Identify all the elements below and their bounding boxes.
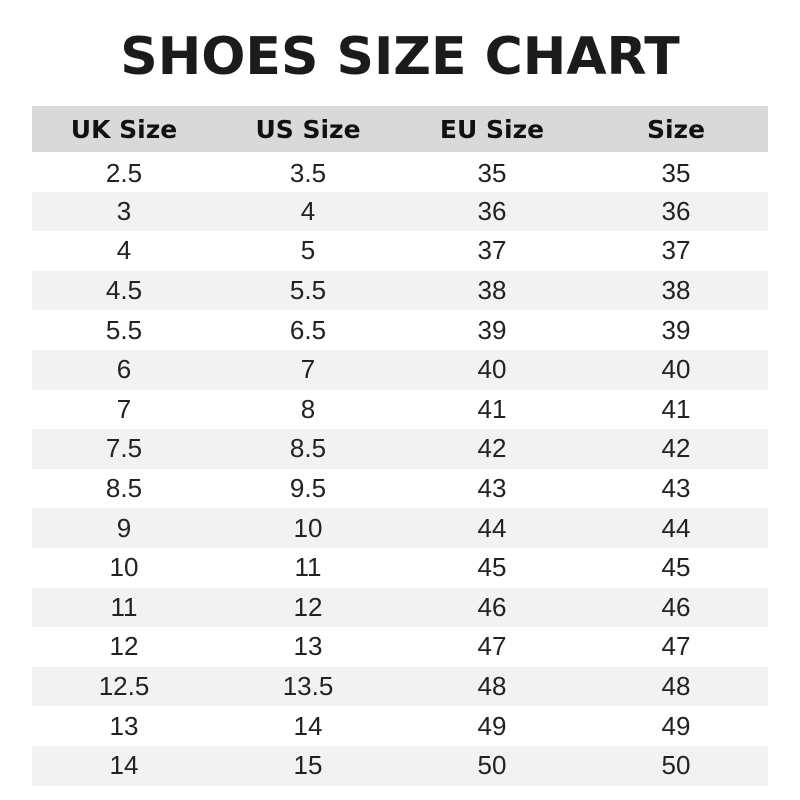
table-cell: 10 — [216, 508, 400, 548]
table-cell: 39 — [661, 314, 691, 345]
table-cell: 8 — [300, 393, 316, 424]
table-cell: 45 — [661, 552, 691, 583]
table-row: 9 10 44 44 — [32, 508, 768, 548]
column-header: US Size — [216, 106, 400, 152]
table-cell: 2.5 — [105, 158, 143, 189]
table-cell: 50 — [400, 745, 584, 786]
table-cell: 43 — [477, 473, 507, 504]
table-cell: 36 — [584, 191, 768, 232]
table-row: 7 8 41 41 — [32, 390, 768, 430]
table-cell: 8.5 — [216, 429, 400, 469]
table-header-row: UK Size US Size EU Size Size — [32, 106, 768, 152]
table-cell: 49 — [661, 710, 691, 741]
table-cell: 37 — [661, 235, 691, 266]
table-cell: 43 — [661, 473, 691, 504]
table-cell: 3 — [32, 191, 216, 232]
table-cell: 38 — [584, 270, 768, 311]
table-cell: 44 — [400, 508, 584, 548]
table-cell: 9 — [32, 508, 216, 548]
table-cell: 44 — [584, 508, 768, 548]
table-row: 6 7 40 40 — [32, 349, 768, 390]
table-cell: 42 — [584, 429, 768, 469]
table-cell: 5.5 — [105, 314, 143, 345]
table-cell: 15 — [216, 745, 400, 786]
column-header: Size — [584, 106, 768, 152]
table-cell: 5 — [300, 235, 316, 266]
table-cell: 4.5 — [32, 270, 216, 311]
table-cell: 8.5 — [105, 473, 143, 504]
table-cell: 45 — [477, 552, 507, 583]
table-cell: 12 — [109, 631, 139, 662]
table-cell: 46 — [584, 587, 768, 628]
table-cell: 40 — [584, 349, 768, 390]
table-cell: 48 — [584, 666, 768, 707]
table-cell: 11 — [32, 587, 216, 628]
table-cell: 6.5 — [289, 314, 327, 345]
table-cell: 10 — [109, 552, 139, 583]
table-cell: 37 — [477, 235, 507, 266]
table-cell: 14 — [293, 710, 323, 741]
table-cell: 14 — [32, 745, 216, 786]
table-cell: 38 — [400, 270, 584, 311]
table-cell: 41 — [477, 393, 507, 424]
table-cell: 7 — [216, 349, 400, 390]
column-header: EU Size — [400, 106, 584, 152]
table-cell: 47 — [661, 631, 691, 662]
table-row: 10 11 45 45 — [32, 548, 768, 588]
size-chart-table: UK Size US Size EU Size Size 2.5 3.5 35 35 3 4 36… — [32, 106, 768, 786]
table-row: 12.5 13.5 48 48 — [32, 666, 768, 707]
table-row: 12 13 47 47 — [32, 627, 768, 667]
table-cell: 40 — [400, 349, 584, 390]
table-cell: 11 — [294, 552, 322, 583]
table-cell: 35 — [477, 158, 507, 189]
table-row: 7.5 8.5 42 42 — [32, 429, 768, 469]
table-cell: 12.5 — [32, 666, 216, 707]
table-cell: 50 — [584, 745, 768, 786]
table-cell: 7 — [116, 393, 132, 424]
table-cell: 7.5 — [32, 429, 216, 469]
table-row: 3 4 36 36 — [32, 191, 768, 232]
table-cell: 4 — [216, 191, 400, 232]
table-cell: 39 — [477, 314, 507, 345]
table-cell: 4 — [116, 235, 132, 266]
table-cell: 46 — [400, 587, 584, 628]
page-title: SHOES SIZE CHART — [120, 27, 680, 87]
table-cell: 42 — [400, 429, 584, 469]
table-cell: 47 — [477, 631, 507, 662]
table-row: 5.5 6.5 39 39 — [32, 310, 768, 350]
table-row: 8.5 9.5 43 43 — [32, 469, 768, 509]
table-row: 11 12 46 46 — [32, 587, 768, 628]
table-cell: 3.5 — [289, 158, 327, 189]
table-row: 4 5 37 37 — [32, 231, 768, 271]
table-row: 2.5 3.5 35 35 — [32, 152, 768, 192]
table-cell: 35 — [661, 158, 691, 189]
table-cell: 48 — [400, 666, 584, 707]
table-cell: 49 — [477, 710, 507, 741]
table-cell: 12 — [216, 587, 400, 628]
table-row: 4.5 5.5 38 38 — [32, 270, 768, 311]
table-cell: 13 — [109, 710, 139, 741]
table-cell: 5.5 — [216, 270, 400, 311]
table-row: 13 14 49 49 — [32, 706, 768, 746]
table-cell: 13.5 — [216, 666, 400, 707]
table-row: 14 15 50 50 — [32, 745, 768, 786]
column-header: UK Size — [32, 106, 216, 152]
table-cell: 41 — [661, 393, 691, 424]
table-cell: 36 — [400, 191, 584, 232]
table-cell: 9.5 — [289, 473, 327, 504]
table-cell: 13 — [293, 631, 323, 662]
table-cell: 6 — [32, 349, 216, 390]
